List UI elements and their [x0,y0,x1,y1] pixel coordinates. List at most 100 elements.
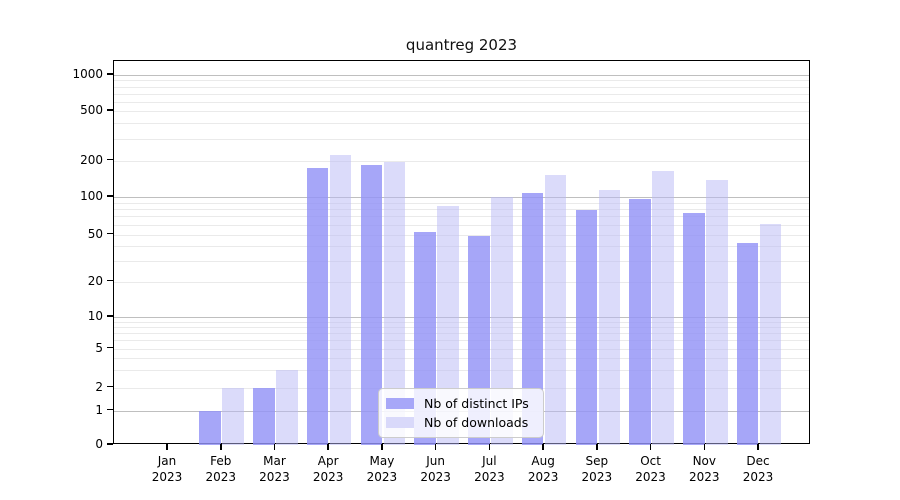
gridline-5 [114,348,809,350]
legend: Nb of distinct IPs Nb of downloads [378,388,544,438]
bar-ips-apr [306,168,329,445]
gridline-30 [114,260,809,262]
gridline-90 [114,202,809,204]
x-tick-jan [166,444,168,450]
y-tick-label-1: 1 [95,402,103,417]
gridline-70 [114,216,809,218]
y-tick-0 [107,443,113,445]
y-tick-500 [107,109,113,111]
gridline-4 [114,357,809,359]
x-tick-sep [596,444,598,450]
y-tick-1 [107,408,113,411]
bar-ips-nov [683,213,705,445]
gridline-80 [114,209,809,211]
gridline-50 [114,234,809,236]
y-tick-20 [107,279,113,282]
bar-ips-feb [199,410,222,445]
y-tick-200 [107,158,113,161]
y-tick-50 [107,232,113,235]
gridline-60 [114,224,809,226]
y-tick-label-10: 10 [87,309,103,323]
x-tick-may [381,444,383,450]
x-tick-dec [757,444,759,450]
x-tick-label-jul: Jul 2023 [474,454,505,484]
bar-downloads-jul [491,197,513,445]
gridline-200 [114,160,809,162]
gridline-800 [114,86,809,88]
y-tick-label-1000: 1000 [72,67,103,81]
bar-ips-aug [521,193,544,445]
bar-downloads-may [383,161,406,445]
bar-downloads-mar [276,370,298,445]
bar-downloads-feb [222,387,245,445]
gridline-40 [114,245,809,247]
bar-downloads-oct [652,170,674,445]
x-tick-jun [434,444,437,450]
gridline-400 [114,123,809,125]
legend-swatch-distinct-ips [386,398,414,409]
y-tick-100 [107,195,113,197]
gridline-10 [114,317,809,318]
plot-area [113,60,810,445]
bar-ips-may [360,164,383,445]
gridline-8 [114,327,809,329]
gridline-1000 [114,75,809,76]
legend-label-downloads: Nb of downloads [424,415,529,430]
x-tick-label-may: May 2023 [366,454,398,484]
gridline-600 [114,101,809,103]
chart-title: quantreg 2023 [405,36,518,54]
x-tick-label-nov: Nov 2023 [689,454,720,484]
y-tick-label-200: 200 [80,152,103,167]
bar-downloads-aug [544,174,567,445]
x-tick-oct [649,444,652,450]
y-tick-label-20: 20 [87,273,103,288]
x-tick-label-sep: Sep 2023 [581,454,613,484]
x-tick-nov [703,444,706,450]
bar-ips-mar [253,387,275,445]
bar-downloads-jun [437,206,459,445]
gridline-500 [114,111,809,112]
gridline-7 [114,333,809,335]
gridline-100 [114,197,809,198]
y-tick-10 [107,315,113,317]
y-tick-5 [107,346,113,349]
x-tick-label-feb: Feb 2023 [205,454,236,484]
bar-downloads-apr [329,154,352,445]
x-tick-feb [219,444,222,450]
y-tick-label-2: 2 [95,379,103,394]
bar-downloads-sep [598,189,621,445]
gridline-20 [114,281,809,283]
y-tick-2 [107,385,113,388]
x-tick-label-jun: Jun 2023 [420,454,451,484]
bar-downloads-nov [706,179,728,445]
y-tick-label-50: 50 [87,226,103,241]
y-tick-label-100: 100 [80,189,103,203]
x-tick-label-apr: Apr 2023 [312,454,344,484]
bar-ips-dec [736,243,759,445]
legend-item-distinct-ips: Nb of distinct IPs [386,395,535,412]
gridline-700 [114,93,809,95]
x-tick-aug [542,444,544,450]
gridline-9 [114,321,809,323]
x-tick-label-aug: Aug 2023 [527,454,559,484]
legend-item-downloads: Nb of downloads [386,414,535,431]
y-tick-label-500: 500 [80,103,103,117]
x-tick-mar [273,444,276,450]
gridline-900 [114,80,809,82]
x-tick-label-jan: Jan 2023 [151,454,183,484]
y-tick-1000 [107,73,113,75]
bar-downloads-dec [759,223,782,445]
x-tick-apr [327,444,329,450]
gridline-6 [114,340,809,342]
x-tick-label-oct: Oct 2023 [635,454,666,484]
bar-ips-oct [629,199,651,445]
x-tick-jul [488,444,491,450]
gridline-3 [114,370,809,372]
x-tick-label-dec: Dec 2023 [742,454,774,484]
legend-label-distinct-ips: Nb of distinct IPs [424,396,529,411]
y-tick-label-0: 0 [95,437,103,451]
gridline-300 [114,138,809,140]
legend-swatch-downloads [386,417,414,428]
y-tick-label-5: 5 [95,340,103,355]
